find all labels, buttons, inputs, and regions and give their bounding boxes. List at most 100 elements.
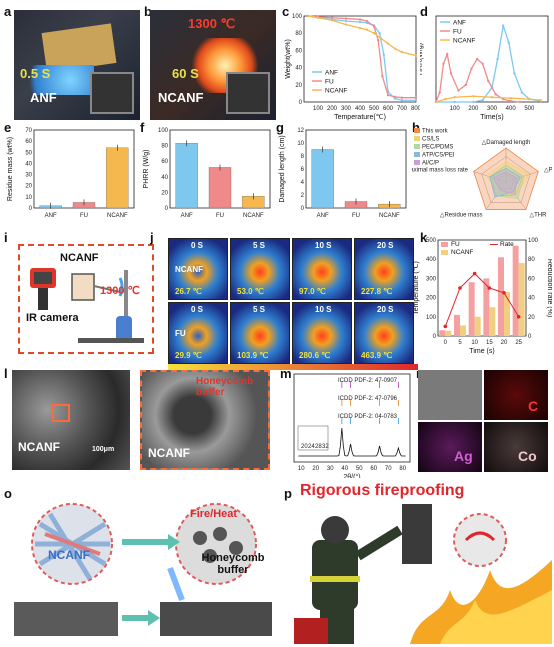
- data-point: [393, 95, 397, 99]
- data-point: [386, 93, 390, 97]
- legend-swatch: [414, 128, 420, 133]
- data-point: [442, 62, 445, 65]
- legend-swatch: [414, 144, 420, 149]
- bar-anf: [175, 143, 198, 209]
- ir-temp-label: 280.6 ℃: [299, 351, 331, 360]
- radar-series-0: [473, 147, 539, 210]
- radar-axis-label: △Maximal mass loss rate: [412, 168, 469, 174]
- bar-fu: [483, 278, 490, 336]
- x-tick-label: 10: [298, 466, 305, 472]
- data-point: [372, 25, 376, 28]
- burn-photo-anf: [14, 10, 140, 120]
- x-tick-label: 100: [450, 106, 461, 112]
- y-tick-label: 20: [161, 190, 168, 196]
- panel-label-k: k: [420, 230, 428, 245]
- x-axis-label: Time(s): [480, 114, 503, 121]
- data-point: [539, 98, 542, 102]
- chart-m: ICDD PDF-2: 47-0907 ICDD PDF-2: 47-0796 IC…: [293, 373, 411, 478]
- ir-sample-label: FU: [175, 329, 186, 338]
- y-tick-label: 80: [161, 144, 168, 150]
- ir-thermal-image: 10 S 97.0 ℃: [292, 238, 352, 300]
- bar-ncanf: [106, 147, 129, 209]
- x-tick-label: 15: [486, 340, 493, 346]
- x-tick-label: ANF: [317, 213, 329, 219]
- illus-o-top-label: Fire/Heat: [190, 508, 238, 520]
- chart-c: 100 200 300 400 500 600 700 800020406080100Temp…: [285, 14, 420, 121]
- data-point: [400, 50, 404, 54]
- panel-label-l: l: [4, 366, 8, 381]
- bar-fu: [454, 314, 460, 336]
- illustration-o: [14, 503, 272, 636]
- ir-time-label: 20 S: [377, 241, 394, 250]
- y-axis-label: PHRR (W/g): [143, 150, 150, 189]
- ir-thermal-image: 20 S 227.8 ℃: [354, 238, 414, 300]
- ir-temp-label: 227.8 ℃: [361, 287, 393, 296]
- y2-tick-label: 100: [528, 238, 539, 244]
- y-tick-label: 4: [301, 180, 305, 186]
- x-tick-label: 400: [355, 106, 366, 112]
- burn-photo-ncanf: [150, 10, 276, 120]
- bar-fu: [208, 167, 232, 209]
- eds-map-c: [484, 370, 548, 420]
- plot-frame: [293, 373, 411, 463]
- chart-e: 0 10 20 30 40 50 60 70 Residue mass (wt%) ANF FU NC…: [7, 128, 135, 219]
- reference-label: ICDD PDF-2: 04-0783: [338, 414, 398, 420]
- ir-thermal-image: 10 S 280.6 ℃: [292, 302, 352, 364]
- rate-point: [472, 271, 477, 276]
- ir-temp-label: 53.0 ℃: [237, 287, 264, 296]
- data-point: [358, 20, 362, 24]
- data-point: [382, 53, 385, 56]
- sem-scale-label: 100μm: [92, 446, 115, 453]
- y-tick-label: 300: [426, 276, 437, 282]
- plot-frame: [435, 15, 549, 103]
- rate-line: [444, 272, 520, 327]
- panel-label-g: g: [276, 120, 284, 135]
- x-tick-label: NCANF: [243, 213, 264, 219]
- reference-label: ICDD PDF-2: 47-0796: [338, 396, 398, 402]
- radar-axis-label: △PHRR: [544, 168, 552, 174]
- data-point: [434, 100, 438, 104]
- x-axis-label: Time (s): [469, 348, 494, 355]
- ir-sample-label: NCANF: [175, 265, 203, 274]
- y-tick-label: 10: [25, 195, 32, 201]
- data-point: [490, 96, 494, 99]
- y-tick-label: 500: [426, 238, 437, 244]
- bar-ncanf: [504, 291, 510, 336]
- data-point: [509, 96, 512, 100]
- y-tick-label: 0: [301, 206, 305, 212]
- x-tick-label: 300: [487, 106, 498, 112]
- y-tick-label: 0: [29, 206, 33, 212]
- ir-time-label: 0 S: [191, 305, 204, 314]
- panel-label-i: i: [4, 230, 8, 245]
- illus-p-title: Rigorous fireproofing: [300, 482, 465, 499]
- inset-tick-label: 24: [308, 444, 315, 450]
- chart-h: △Damaged length △PHRR △THR △Residue mass △Ma…: [412, 128, 552, 218]
- panel-label-d: d: [420, 4, 428, 19]
- legend-entry: NCANF: [453, 38, 475, 45]
- x-axis-label: Temperature(℃): [334, 114, 386, 121]
- x-tick-label: 500: [524, 106, 535, 112]
- ir-thermal-image: 0 S 29.9 ℃ FU: [168, 302, 228, 364]
- setup-temp-label: 1300 ℃: [100, 285, 140, 297]
- x-tick-label: 10: [471, 340, 478, 346]
- time-arrow: [168, 364, 418, 370]
- y-tick-label: 70: [25, 128, 32, 134]
- y-tick-label: 80: [295, 31, 302, 37]
- bar-fu: [512, 245, 519, 336]
- panel-label-o: o: [4, 486, 12, 501]
- illus-o-right-label: Honeycomb buffer: [201, 552, 265, 576]
- bar-fu: [439, 330, 446, 336]
- panel-label-m: m: [280, 366, 292, 381]
- ir-thermal-image: 20 S 463.9 ℃: [354, 302, 414, 364]
- y-axis-label: Weight(wt%): [285, 39, 292, 79]
- ir-time-label: 20 S: [377, 305, 394, 314]
- data-point: [378, 32, 381, 35]
- data-point: [507, 41, 510, 44]
- x-tick-label: 400: [506, 106, 517, 112]
- data-point: [446, 53, 449, 56]
- radar-axis-label: △Damaged length: [482, 140, 531, 146]
- photo-a-time: 0.5 S: [20, 66, 51, 81]
- panel-label-a: a: [4, 4, 12, 19]
- data-point: [472, 100, 475, 104]
- ir-setup-diagram: NCANF 1300 ℃ IR camera: [18, 244, 154, 354]
